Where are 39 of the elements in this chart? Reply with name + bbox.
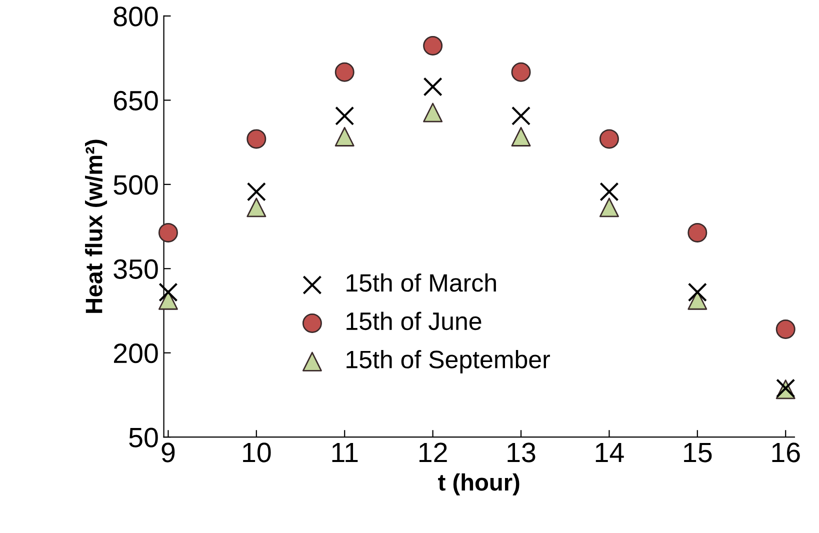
y-axis-title: Heat flux (w/m²) bbox=[85, 140, 108, 313]
y-tick-label: 50 bbox=[129, 428, 158, 448]
x-tick-label: 16 bbox=[772, 442, 800, 462]
point bbox=[776, 320, 796, 340]
point bbox=[599, 129, 619, 149]
x-tick-label: 9 bbox=[162, 442, 175, 462]
point bbox=[688, 282, 707, 302]
point bbox=[158, 282, 178, 302]
y-tick-label: 800 bbox=[114, 6, 158, 26]
y-tick-label: 200 bbox=[114, 344, 158, 364]
point bbox=[246, 182, 266, 202]
point bbox=[334, 62, 354, 82]
legend-label: 15th of June bbox=[346, 312, 482, 330]
point bbox=[246, 198, 266, 218]
x-axis-title: t (hour) bbox=[438, 473, 520, 496]
x-tick-label: 11 bbox=[332, 442, 358, 462]
point bbox=[600, 182, 619, 202]
point bbox=[599, 198, 619, 218]
x-tick-label: 15 bbox=[684, 442, 712, 462]
x-tick-label: 12 bbox=[419, 442, 447, 462]
point bbox=[423, 77, 442, 96]
x-tick-label: 10 bbox=[243, 442, 271, 462]
point bbox=[511, 126, 531, 146]
y-tick-label: 500 bbox=[114, 175, 158, 195]
legend-label: 15th of March bbox=[346, 273, 496, 292]
x-tick-label: 14 bbox=[596, 442, 624, 462]
x-tick-label: 13 bbox=[508, 442, 536, 462]
point bbox=[158, 222, 178, 242]
point bbox=[335, 106, 354, 126]
point bbox=[511, 106, 531, 126]
point bbox=[511, 62, 531, 82]
point bbox=[334, 126, 354, 146]
point bbox=[423, 36, 443, 56]
point bbox=[246, 129, 266, 149]
y-tick-label: 650 bbox=[114, 90, 158, 111]
point bbox=[688, 222, 708, 242]
point bbox=[423, 102, 443, 122]
y-tick-label: 350 bbox=[114, 259, 158, 279]
legend-label: 15th of September bbox=[346, 350, 550, 374]
